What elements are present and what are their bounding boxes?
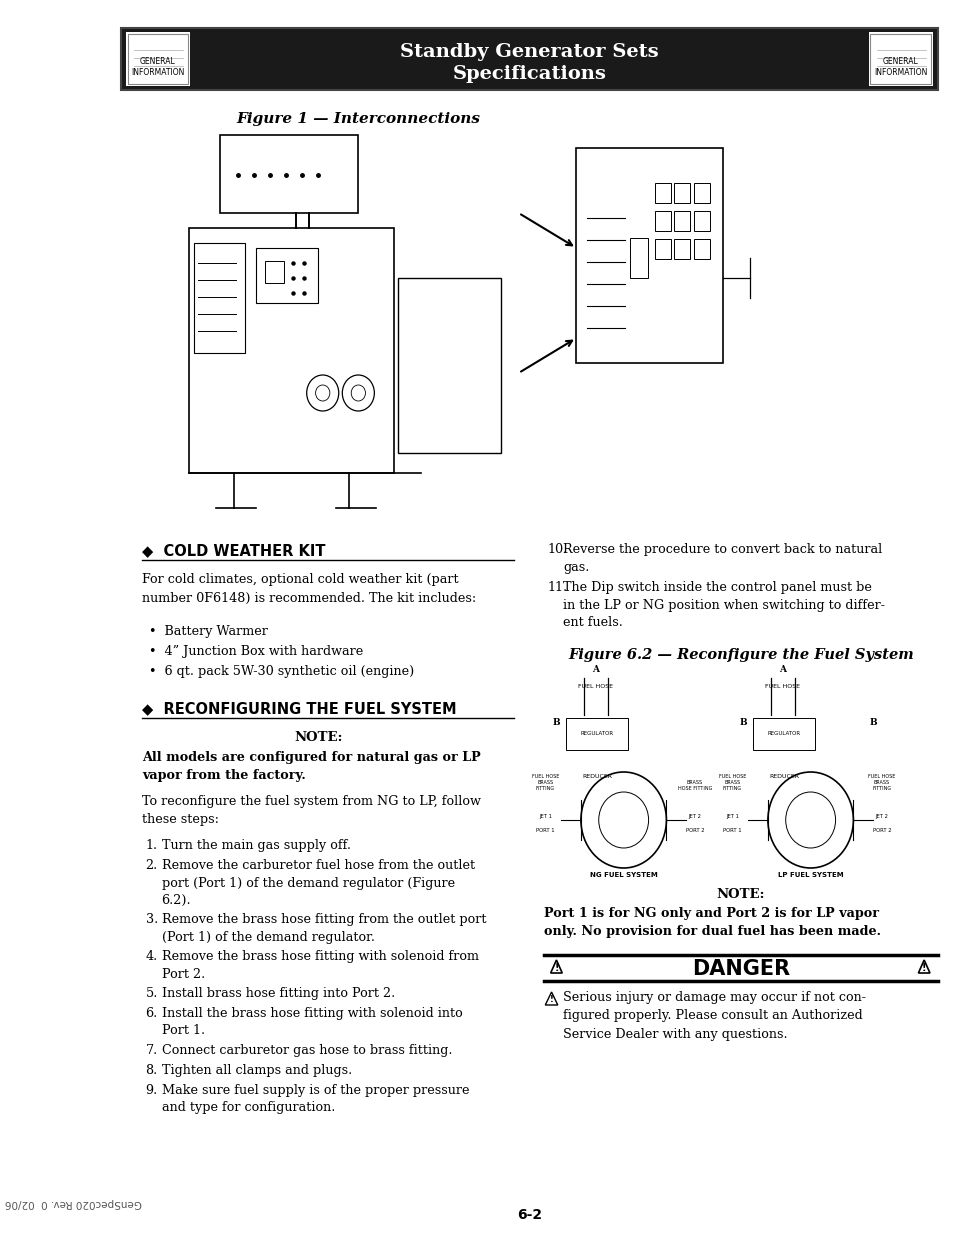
Text: JET 2: JET 2 [688, 814, 700, 819]
Text: NG FUEL SYSTEM: NG FUEL SYSTEM [589, 872, 657, 878]
Text: REDUCER: REDUCER [581, 774, 611, 779]
Text: NOTE:: NOTE: [294, 731, 342, 743]
FancyBboxPatch shape [867, 32, 932, 86]
Text: •  Battery Warmer: • Battery Warmer [149, 625, 268, 638]
Text: FUEL HOSE: FUEL HOSE [764, 684, 799, 689]
FancyBboxPatch shape [576, 148, 722, 363]
FancyBboxPatch shape [869, 35, 930, 84]
Text: FUEL HOSE
BRASS
FITTING: FUEL HOSE BRASS FITTING [531, 774, 558, 790]
Text: PORT 2: PORT 2 [872, 827, 890, 832]
Text: Figure 6.2 — Reconfigure the Fuel System: Figure 6.2 — Reconfigure the Fuel System [567, 648, 913, 662]
Text: REDUCER: REDUCER [768, 774, 798, 779]
Text: Install brass hose fitting into Port 2.: Install brass hose fitting into Port 2. [161, 987, 395, 1000]
Text: GenSpec020 Rev. 0  02/06: GenSpec020 Rev. 0 02/06 [5, 1198, 142, 1208]
FancyBboxPatch shape [674, 240, 690, 259]
Text: PORT 1: PORT 1 [536, 827, 554, 832]
FancyBboxPatch shape [752, 718, 814, 750]
Text: Remove the carburetor fuel hose from the outlet
port (Port 1) of the demand regu: Remove the carburetor fuel hose from the… [161, 860, 475, 906]
Text: Port 1 is for NG only and Port 2 is for LP vapor
only. No provision for dual fue: Port 1 is for NG only and Port 2 is for … [543, 906, 880, 939]
Text: Figure 1 — Interconnections: Figure 1 — Interconnections [236, 112, 479, 126]
FancyBboxPatch shape [220, 135, 358, 212]
FancyBboxPatch shape [398, 278, 500, 453]
Text: A: A [778, 664, 785, 674]
FancyBboxPatch shape [654, 211, 670, 231]
Text: GENERAL
INFORMATION: GENERAL INFORMATION [873, 57, 926, 77]
Text: !: ! [921, 963, 925, 973]
Text: •  4” Junction Box with hardware: • 4” Junction Box with hardware [149, 645, 363, 658]
Text: 6-2: 6-2 [517, 1208, 541, 1221]
Text: 11.: 11. [546, 580, 567, 594]
Text: To reconfigure the fuel system from NG to LP, follow
these steps:: To reconfigure the fuel system from NG t… [142, 795, 480, 826]
Text: 4.: 4. [146, 950, 157, 963]
Text: Specifications: Specifications [452, 65, 605, 83]
Text: PORT 2: PORT 2 [685, 827, 703, 832]
Text: Turn the main gas supply off.: Turn the main gas supply off. [161, 839, 350, 852]
FancyBboxPatch shape [189, 228, 394, 473]
Text: Make sure fuel supply is of the proper pressure
and type for configuration.: Make sure fuel supply is of the proper p… [161, 1084, 469, 1114]
Text: Serious injury or damage may occur if not con-
figured properly. Please consult : Serious injury or damage may occur if no… [562, 990, 865, 1041]
Text: B: B [553, 718, 560, 727]
Text: B: B [868, 718, 876, 727]
Text: JET 1: JET 1 [538, 814, 551, 819]
FancyBboxPatch shape [128, 35, 188, 84]
FancyBboxPatch shape [674, 211, 690, 231]
Text: REGULATOR: REGULATOR [579, 731, 613, 736]
FancyBboxPatch shape [255, 248, 318, 303]
Text: FUEL HOSE
BRASS
FITTING: FUEL HOSE BRASS FITTING [867, 774, 895, 790]
Text: 5.: 5. [146, 987, 158, 1000]
FancyBboxPatch shape [126, 32, 190, 86]
FancyBboxPatch shape [693, 211, 709, 231]
Text: B: B [740, 718, 747, 727]
FancyBboxPatch shape [693, 183, 709, 203]
Text: 7.: 7. [146, 1044, 157, 1057]
Text: REGULATOR: REGULATOR [766, 731, 800, 736]
Text: JET 1: JET 1 [725, 814, 738, 819]
Text: FUEL HOSE
BRASS
FITTING: FUEL HOSE BRASS FITTING [718, 774, 745, 790]
Text: NOTE:: NOTE: [716, 888, 764, 902]
Text: Connect carburetor gas hose to brass fitting.: Connect carburetor gas hose to brass fit… [161, 1044, 452, 1057]
Text: A: A [591, 664, 598, 674]
FancyBboxPatch shape [120, 28, 937, 90]
FancyBboxPatch shape [629, 238, 647, 278]
FancyBboxPatch shape [693, 240, 709, 259]
FancyBboxPatch shape [193, 243, 245, 353]
Text: !: ! [554, 963, 558, 973]
Text: LP FUEL SYSTEM: LP FUEL SYSTEM [777, 872, 842, 878]
Text: 8.: 8. [146, 1065, 157, 1077]
Text: PORT 1: PORT 1 [722, 827, 740, 832]
Text: Install the brass hose fitting with solenoid into
Port 1.: Install the brass hose fitting with sole… [161, 1007, 462, 1037]
Text: DANGER: DANGER [691, 960, 789, 979]
Text: Tighten all clamps and plugs.: Tighten all clamps and plugs. [161, 1065, 352, 1077]
Text: BRASS
HOSE FITTING: BRASS HOSE FITTING [677, 781, 711, 790]
FancyBboxPatch shape [265, 261, 284, 283]
Text: ◆  COLD WEATHER KIT: ◆ COLD WEATHER KIT [142, 543, 325, 558]
Text: Standby Generator Sets: Standby Generator Sets [399, 43, 658, 61]
Text: ◆  RECONFIGURING THE FUEL SYSTEM: ◆ RECONFIGURING THE FUEL SYSTEM [142, 701, 456, 716]
Text: 3.: 3. [146, 913, 157, 926]
Text: 1.: 1. [146, 839, 157, 852]
Text: JET 2: JET 2 [875, 814, 887, 819]
Text: !: ! [549, 995, 553, 1004]
Text: Reverse the procedure to convert back to natural
gas.: Reverse the procedure to convert back to… [562, 543, 882, 573]
FancyBboxPatch shape [654, 183, 670, 203]
FancyBboxPatch shape [654, 240, 670, 259]
FancyBboxPatch shape [565, 718, 627, 750]
Text: The Dip switch inside the control panel must be
in the LP or NG position when sw: The Dip switch inside the control panel … [562, 580, 884, 629]
Text: •  6 qt. pack 5W-30 synthetic oil (engine): • 6 qt. pack 5W-30 synthetic oil (engine… [149, 664, 414, 678]
Text: Remove the brass hose fitting with solenoid from
Port 2.: Remove the brass hose fitting with solen… [161, 950, 478, 981]
Text: Remove the brass hose fitting from the outlet port
(Port 1) of the demand regula: Remove the brass hose fitting from the o… [161, 913, 485, 944]
Text: FUEL HOSE: FUEL HOSE [578, 684, 612, 689]
Text: All models are configured for natural gas or LP
vapor from the factory.: All models are configured for natural ga… [142, 751, 480, 783]
Text: GENERAL
INFORMATION: GENERAL INFORMATION [132, 57, 185, 77]
Text: 10.: 10. [546, 543, 567, 556]
Text: 2.: 2. [146, 860, 157, 872]
Text: 6.: 6. [146, 1007, 157, 1020]
Text: 9.: 9. [146, 1084, 157, 1097]
FancyBboxPatch shape [674, 183, 690, 203]
Text: For cold climates, optional cold weather kit (part
number 0F6148) is recommended: For cold climates, optional cold weather… [142, 573, 476, 604]
